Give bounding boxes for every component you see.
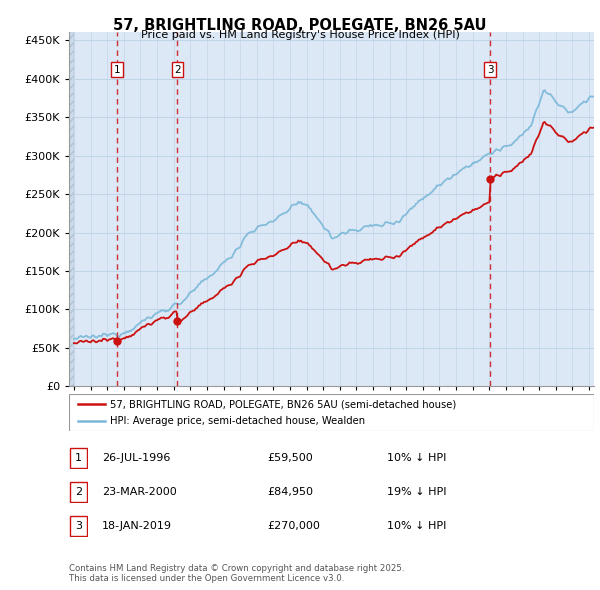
Text: £84,950: £84,950 — [267, 487, 313, 497]
Text: 2: 2 — [75, 487, 82, 497]
Text: Contains HM Land Registry data © Crown copyright and database right 2025.
This d: Contains HM Land Registry data © Crown c… — [69, 563, 404, 583]
Text: 10% ↓ HPI: 10% ↓ HPI — [387, 453, 446, 463]
Text: £270,000: £270,000 — [267, 522, 320, 531]
Text: 26-JUL-1996: 26-JUL-1996 — [102, 453, 170, 463]
Text: Price paid vs. HM Land Registry's House Price Index (HPI): Price paid vs. HM Land Registry's House … — [140, 30, 460, 40]
Text: 1: 1 — [113, 65, 120, 74]
Text: 2: 2 — [174, 65, 181, 74]
Text: 57, BRIGHTLING ROAD, POLEGATE, BN26 5AU: 57, BRIGHTLING ROAD, POLEGATE, BN26 5AU — [113, 18, 487, 32]
Text: 57, BRIGHTLING ROAD, POLEGATE, BN26 5AU (semi-detached house): 57, BRIGHTLING ROAD, POLEGATE, BN26 5AU … — [110, 399, 456, 409]
Text: HPI: Average price, semi-detached house, Wealden: HPI: Average price, semi-detached house,… — [110, 416, 365, 426]
Text: 23-MAR-2000: 23-MAR-2000 — [102, 487, 177, 497]
Text: £59,500: £59,500 — [267, 453, 313, 463]
Text: 3: 3 — [487, 65, 493, 74]
Text: 19% ↓ HPI: 19% ↓ HPI — [387, 487, 446, 497]
Text: 3: 3 — [75, 522, 82, 531]
Text: 1: 1 — [75, 453, 82, 463]
Text: 10% ↓ HPI: 10% ↓ HPI — [387, 522, 446, 531]
Text: 18-JAN-2019: 18-JAN-2019 — [102, 522, 172, 531]
